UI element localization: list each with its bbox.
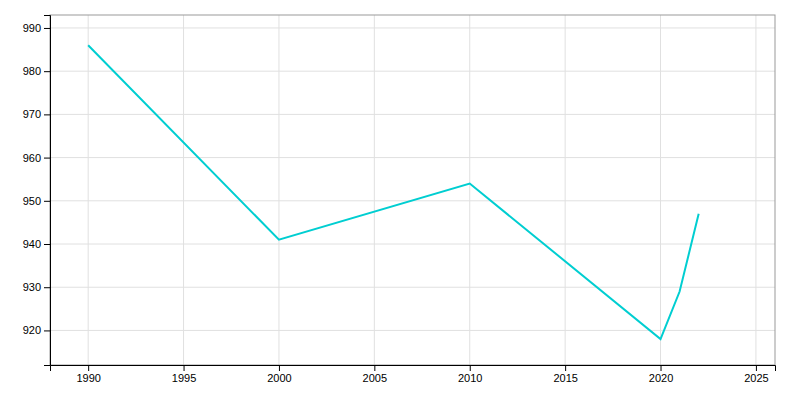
y-axis-tick-mark	[44, 71, 50, 72]
x-axis-domain	[51, 366, 776, 372]
y-axis-tick-mark	[44, 244, 50, 245]
grid-line-y	[50, 244, 775, 245]
y-axis-tick-label: 980	[23, 65, 41, 77]
grid-line-y	[50, 114, 775, 115]
y-axis-tick-mark	[44, 28, 50, 29]
y-axis-tick: 990	[23, 22, 50, 34]
grid-line-y	[50, 287, 775, 288]
y-axis-tick: 940	[23, 238, 50, 250]
grid-line-x	[660, 15, 661, 365]
y-axis-tick: 920	[23, 324, 50, 336]
x-axis-tick: 1995	[172, 365, 196, 384]
grid-line-x	[183, 15, 184, 365]
x-axis-tick-label: 2005	[363, 372, 387, 384]
x-axis-tick-label: 2025	[744, 372, 768, 384]
y-axis-tick-label: 920	[23, 324, 41, 336]
plot-frame	[50, 15, 775, 365]
y-axis-tick: 970	[23, 108, 50, 120]
y-axis-tick-label: 940	[23, 238, 41, 250]
x-axis-tick: 1990	[76, 365, 100, 384]
chart: 1990 1995 2000 2005 2010 2015 2020 2025 920 930 94…	[0, 0, 800, 400]
x-axis-tick: 2025	[744, 365, 768, 384]
x-axis-tick: 2020	[649, 365, 673, 384]
x-axis-tick-mark	[88, 365, 89, 371]
y-axis-tick: 980	[23, 65, 50, 77]
grid-line-x	[565, 15, 566, 365]
x-axis-tick-label: 1995	[172, 372, 196, 384]
x-axis-tick-label: 2015	[553, 372, 577, 384]
grid-line-x	[469, 15, 470, 365]
x-axis-tick: 2010	[458, 365, 482, 384]
grid-line-x	[88, 15, 89, 365]
grid	[50, 15, 775, 365]
y-axis-tick: 930	[23, 281, 50, 293]
y-axis-tick-label: 960	[23, 152, 41, 164]
y-axis-tick-mark	[44, 287, 50, 288]
grid-line-y	[50, 330, 775, 331]
y-axis-tick-mark	[44, 201, 50, 202]
y-axis-tick: 950	[23, 195, 50, 207]
x-axis-tick-mark	[470, 365, 471, 371]
grid-line-x	[755, 15, 756, 365]
y-axis-tick-label: 970	[23, 108, 41, 120]
grid-line-x	[278, 15, 279, 365]
y-axis-tick-label: 950	[23, 195, 41, 207]
x-axis-tick-label: 2020	[649, 372, 673, 384]
marks	[88, 45, 699, 339]
y-axis-tick-mark	[44, 114, 50, 115]
x-axis-tick: 2000	[267, 365, 291, 384]
x-axis-tick-mark	[279, 365, 280, 371]
x-axis-tick-mark	[756, 365, 757, 371]
grid-line-y	[50, 157, 775, 158]
x-axis-tick-label: 1990	[76, 372, 100, 384]
x-axis-tick-label: 2000	[267, 372, 291, 384]
grid-line-x	[374, 15, 375, 365]
y-axis-tick-mark	[44, 330, 50, 331]
x-axis-tick-mark	[565, 365, 566, 371]
y-axis: 920 930 940 950 960 970 980 990	[23, 16, 51, 366]
x-axis-tick: 2015	[553, 365, 577, 384]
y-axis-tick-mark	[44, 158, 50, 159]
grid-line-y	[50, 27, 775, 28]
line	[88, 45, 699, 339]
x-axis-tick-mark	[374, 365, 375, 371]
plot: 1990 1995 2000 2005 2010 2015 2020 2025 920 930 94…	[23, 15, 776, 384]
x-axis-tick-mark	[661, 365, 662, 371]
x-axis-tick-mark	[184, 365, 185, 371]
y-axis-domain	[44, 16, 51, 366]
grid-line-y	[50, 71, 775, 72]
y-axis-tick: 960	[23, 152, 50, 164]
x-axis: 1990 1995 2000 2005 2010 2015 2020 2025	[51, 365, 776, 384]
y-axis-tick-label: 930	[23, 281, 41, 293]
y-axis-tick-label: 990	[23, 22, 41, 34]
x-axis-tick: 2005	[363, 365, 387, 384]
x-axis-tick-label: 2010	[458, 372, 482, 384]
